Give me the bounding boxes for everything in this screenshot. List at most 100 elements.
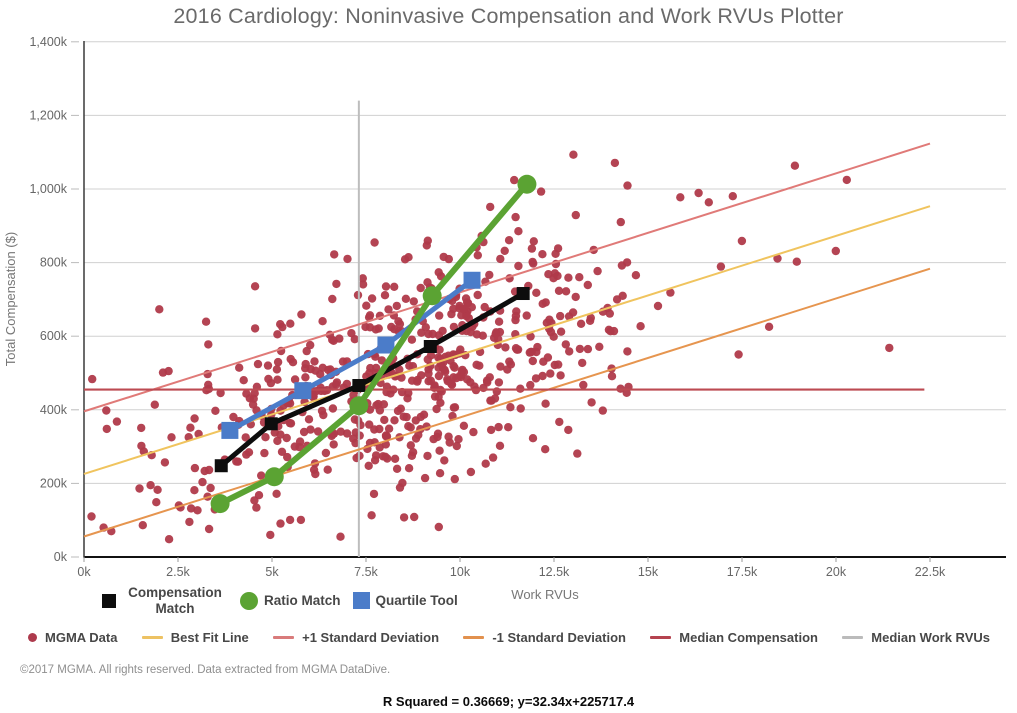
scatter-point[interactable] — [201, 317, 211, 326]
scatter-point[interactable] — [495, 441, 505, 450]
scatter-point[interactable] — [773, 254, 782, 263]
scatter-point[interactable] — [381, 432, 391, 441]
scatter-point[interactable] — [266, 530, 275, 540]
scatter-point[interactable] — [473, 251, 482, 260]
scatter-point[interactable] — [419, 410, 429, 419]
scatter-point[interactable] — [384, 305, 393, 314]
scatter-point[interactable] — [610, 158, 620, 168]
scatter-point[interactable] — [190, 414, 199, 423]
scatter-point[interactable] — [167, 433, 176, 442]
scatter-point[interactable] — [374, 399, 383, 409]
scatter-point[interactable] — [296, 515, 306, 525]
scatter-point[interactable] — [609, 326, 619, 336]
scatter-point[interactable] — [561, 340, 570, 349]
scatter-point[interactable] — [401, 294, 411, 303]
scatter-point[interactable] — [288, 358, 298, 367]
scatter-point[interactable] — [329, 440, 338, 449]
scatter-point[interactable] — [186, 504, 196, 513]
scatter-point[interactable] — [336, 427, 345, 436]
scatter-point[interactable] — [550, 269, 560, 278]
scatter-point[interactable] — [522, 311, 531, 320]
scatter-point[interactable] — [364, 313, 374, 322]
scatter-point[interactable] — [485, 270, 494, 280]
scatter-point[interactable] — [576, 319, 586, 328]
scatter-point[interactable] — [556, 371, 565, 380]
scatter-point[interactable] — [575, 273, 584, 282]
legend-item-median-work-rvus[interactable]: Median Work RVUs — [842, 630, 990, 645]
quartile-tool-marker[interactable] — [294, 382, 312, 400]
scatter-point[interactable] — [393, 406, 403, 416]
scatter-point[interactable] — [328, 294, 337, 304]
scatter-point[interactable] — [450, 403, 460, 412]
scatter-point[interactable] — [404, 253, 413, 262]
scatter-point[interactable] — [541, 445, 550, 454]
scatter-point[interactable] — [390, 416, 399, 425]
scatter-point[interactable] — [263, 361, 273, 370]
scatter-point[interactable] — [417, 328, 426, 337]
scatter-point[interactable] — [472, 360, 481, 369]
scatter-point[interactable] — [485, 373, 494, 382]
scatter-point[interactable] — [250, 324, 260, 333]
ratio-match-marker[interactable] — [349, 396, 369, 416]
scatter-point[interactable] — [332, 380, 341, 389]
scatter-point[interactable] — [435, 469, 445, 478]
scatter-point[interactable] — [424, 377, 433, 386]
scatter-point[interactable] — [571, 292, 580, 302]
scatter-point[interactable] — [150, 400, 159, 409]
scatter-point[interactable] — [370, 238, 379, 247]
scatter-point[interactable] — [211, 406, 220, 415]
scatter-point[interactable] — [529, 237, 538, 246]
scatter-point[interactable] — [390, 282, 399, 291]
scatter-point[interactable] — [420, 473, 430, 483]
scatter-point[interactable] — [716, 262, 726, 271]
scatter-point[interactable] — [636, 322, 645, 331]
scatter-point[interactable] — [532, 288, 541, 297]
scatter-point[interactable] — [504, 236, 514, 245]
scatter-point[interactable] — [516, 404, 525, 413]
scatter-point[interactable] — [273, 436, 282, 446]
scatter-point[interactable] — [466, 378, 475, 387]
ratio-match-marker[interactable] — [210, 494, 230, 514]
scatter-point[interactable] — [390, 454, 400, 463]
legend-item-quartile-tool[interactable]: Quartile Tool — [352, 592, 458, 610]
scatter-point[interactable] — [380, 291, 390, 300]
scatter-point[interactable] — [434, 268, 443, 277]
scatter-point[interactable] — [387, 322, 396, 332]
scatter-point[interactable] — [350, 415, 360, 424]
scatter-point[interactable] — [666, 288, 675, 297]
scatter-point[interactable] — [568, 308, 578, 317]
scatter-point[interactable] — [330, 250, 339, 259]
scatter-point[interactable] — [252, 503, 261, 512]
legend-item-minus-1-sd[interactable]: -1 Standard Deviation — [463, 630, 626, 645]
scatter-point[interactable] — [278, 322, 287, 332]
scatter-point[interactable] — [622, 388, 631, 397]
scatter-point[interactable] — [273, 330, 282, 339]
scatter-point[interactable] — [241, 433, 250, 442]
scatter-point[interactable] — [573, 449, 582, 458]
scatter-point[interactable] — [313, 427, 323, 436]
scatter-point[interactable] — [375, 406, 385, 415]
scatter-point[interactable] — [88, 374, 97, 384]
scatter-point[interactable] — [102, 406, 111, 415]
scatter-point[interactable] — [458, 365, 467, 375]
scatter-point[interactable] — [486, 425, 496, 435]
scatter-point[interactable] — [328, 404, 338, 413]
legend-item-ratio-match[interactable]: Ratio Match — [240, 591, 341, 610]
scatter-point[interactable] — [583, 344, 593, 354]
scatter-point[interactable] — [473, 290, 482, 300]
scatter-point[interactable] — [261, 433, 270, 442]
scatter-point[interactable] — [488, 453, 498, 462]
scatter-point[interactable] — [404, 422, 413, 431]
scatter-point[interactable] — [511, 311, 521, 321]
scatter-point[interactable] — [276, 519, 285, 528]
scatter-point[interactable] — [377, 356, 387, 365]
scatter-point[interactable] — [792, 257, 801, 266]
scatter-point[interactable] — [598, 406, 607, 415]
scatter-point[interactable] — [135, 484, 144, 493]
scatter-point[interactable] — [286, 319, 295, 328]
scatter-point[interactable] — [413, 375, 422, 385]
scatter-point[interactable] — [295, 437, 305, 446]
scatter-point[interactable] — [556, 311, 565, 321]
scatter-point[interactable] — [433, 429, 443, 438]
scatter-point[interactable] — [618, 291, 627, 300]
